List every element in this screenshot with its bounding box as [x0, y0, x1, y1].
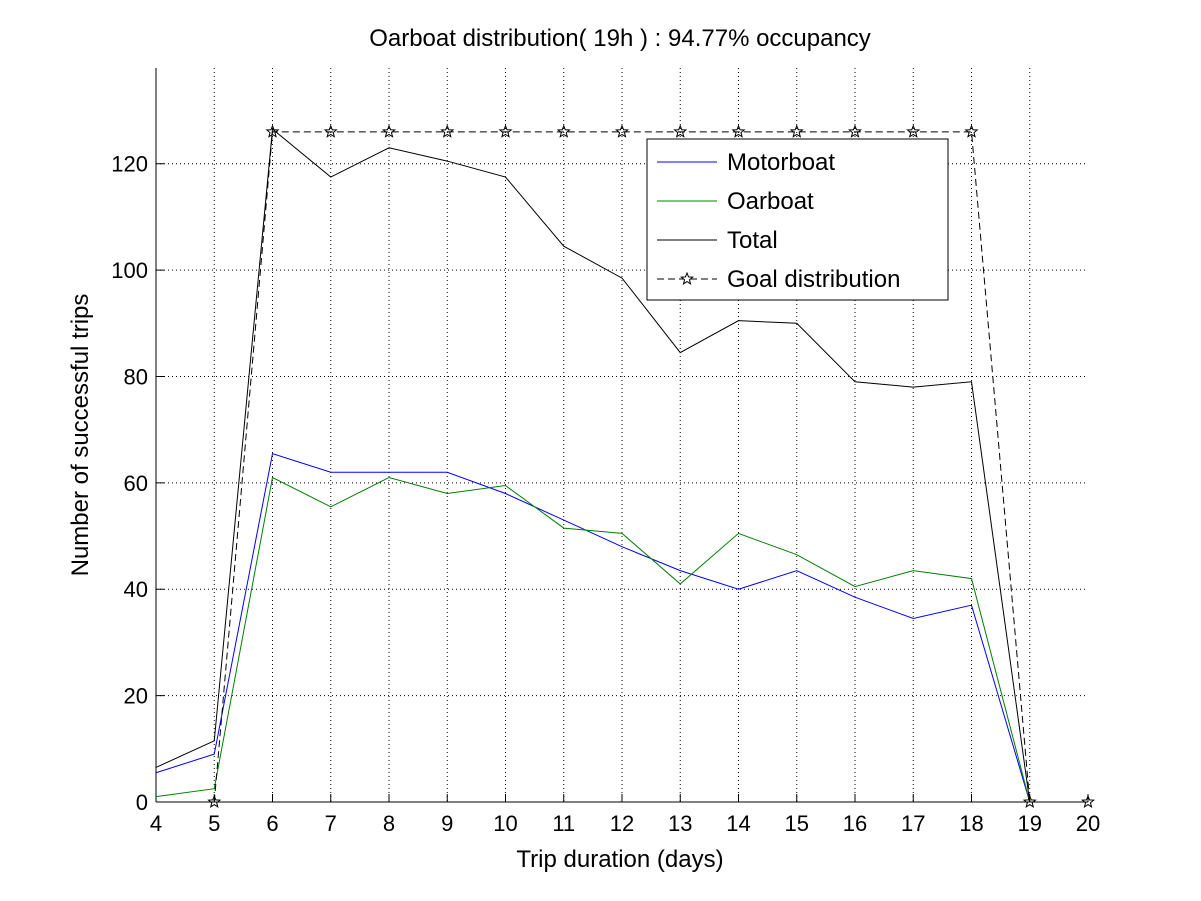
goal-point-marker — [847, 124, 863, 138]
series-line-goal-distribution — [213, 131, 1088, 803]
series-line-oarboat — [155, 476, 1031, 803]
y-tick-label: 60 — [124, 471, 148, 496]
goal-point-marker — [673, 124, 688, 138]
x-tick-label: 13 — [668, 811, 692, 836]
legend-label-goal-distribution: Goal distribution — [727, 266, 900, 293]
y-tick-label: 120 — [111, 152, 148, 177]
series-line-total — [155, 128, 1031, 803]
x-tick-label: 10 — [493, 811, 517, 836]
goal-point-marker — [789, 124, 804, 138]
x-tick-label: 5 — [208, 811, 220, 836]
goal-point-marker — [207, 794, 222, 808]
x-tick-label: 19 — [1018, 811, 1042, 836]
x-tick-label: 6 — [266, 811, 278, 836]
goal-point-marker — [731, 124, 746, 138]
x-tick-label: 4 — [150, 811, 162, 836]
goal-point-marker — [1080, 794, 1096, 808]
y-axis-label: Number of successful trips — [67, 294, 94, 577]
legend-label-motorboat: Motorboat — [727, 149, 835, 176]
x-tick-label: 20 — [1076, 811, 1100, 836]
series-line-motorboat — [155, 452, 1031, 803]
y-tick-label: 40 — [124, 577, 148, 602]
legend-label-oarboat: Oarboat — [727, 188, 814, 215]
y-tick-label: 100 — [111, 258, 148, 283]
y-tick-label: 0 — [136, 790, 148, 815]
y-axis-ticks: 0 20 40 60 80 100 120 — [111, 152, 164, 815]
goal-point-marker — [906, 124, 921, 138]
x-axis-ticks: 4 5 6 7 8 9 10 11 12 13 14 15 16 17 18 19 20 — [150, 794, 1100, 836]
series-layer — [155, 124, 1096, 808]
x-tick-label: 16 — [843, 811, 867, 836]
goal-point-marker — [1022, 794, 1037, 808]
x-tick-label: 14 — [726, 811, 750, 836]
legend-label-total: Total — [727, 227, 778, 254]
x-tick-label: 12 — [610, 811, 634, 836]
goal-point-marker — [323, 124, 338, 138]
goal-point-marker — [498, 124, 513, 138]
chart-title: Oarboat distribution( 19h ) : 94.77% occ… — [369, 25, 871, 52]
goal-point-marker — [614, 124, 630, 138]
x-tick-label: 15 — [785, 811, 809, 836]
legend-marker-goal-distribution — [679, 271, 695, 285]
x-axis-label: Trip duration (days) — [516, 846, 723, 873]
goal-point-marker — [381, 124, 397, 138]
goal-point-marker — [265, 124, 280, 138]
x-tick-label: 7 — [325, 811, 337, 836]
goal-point-marker — [556, 124, 571, 138]
x-tick-label: 11 — [552, 811, 575, 836]
y-tick-label: 20 — [124, 684, 148, 709]
x-tick-label: 8 — [383, 811, 395, 836]
legend-box — [646, 138, 949, 301]
x-tick-label: 9 — [441, 811, 453, 836]
x-tick-label: 18 — [959, 811, 983, 836]
goal-point-marker — [964, 124, 979, 138]
y-tick-label: 80 — [124, 364, 148, 389]
x-tick-label: 17 — [901, 811, 925, 836]
legend: Motorboat Oarboat Total Goal distribution — [646, 138, 949, 301]
goal-point-marker — [440, 124, 455, 138]
